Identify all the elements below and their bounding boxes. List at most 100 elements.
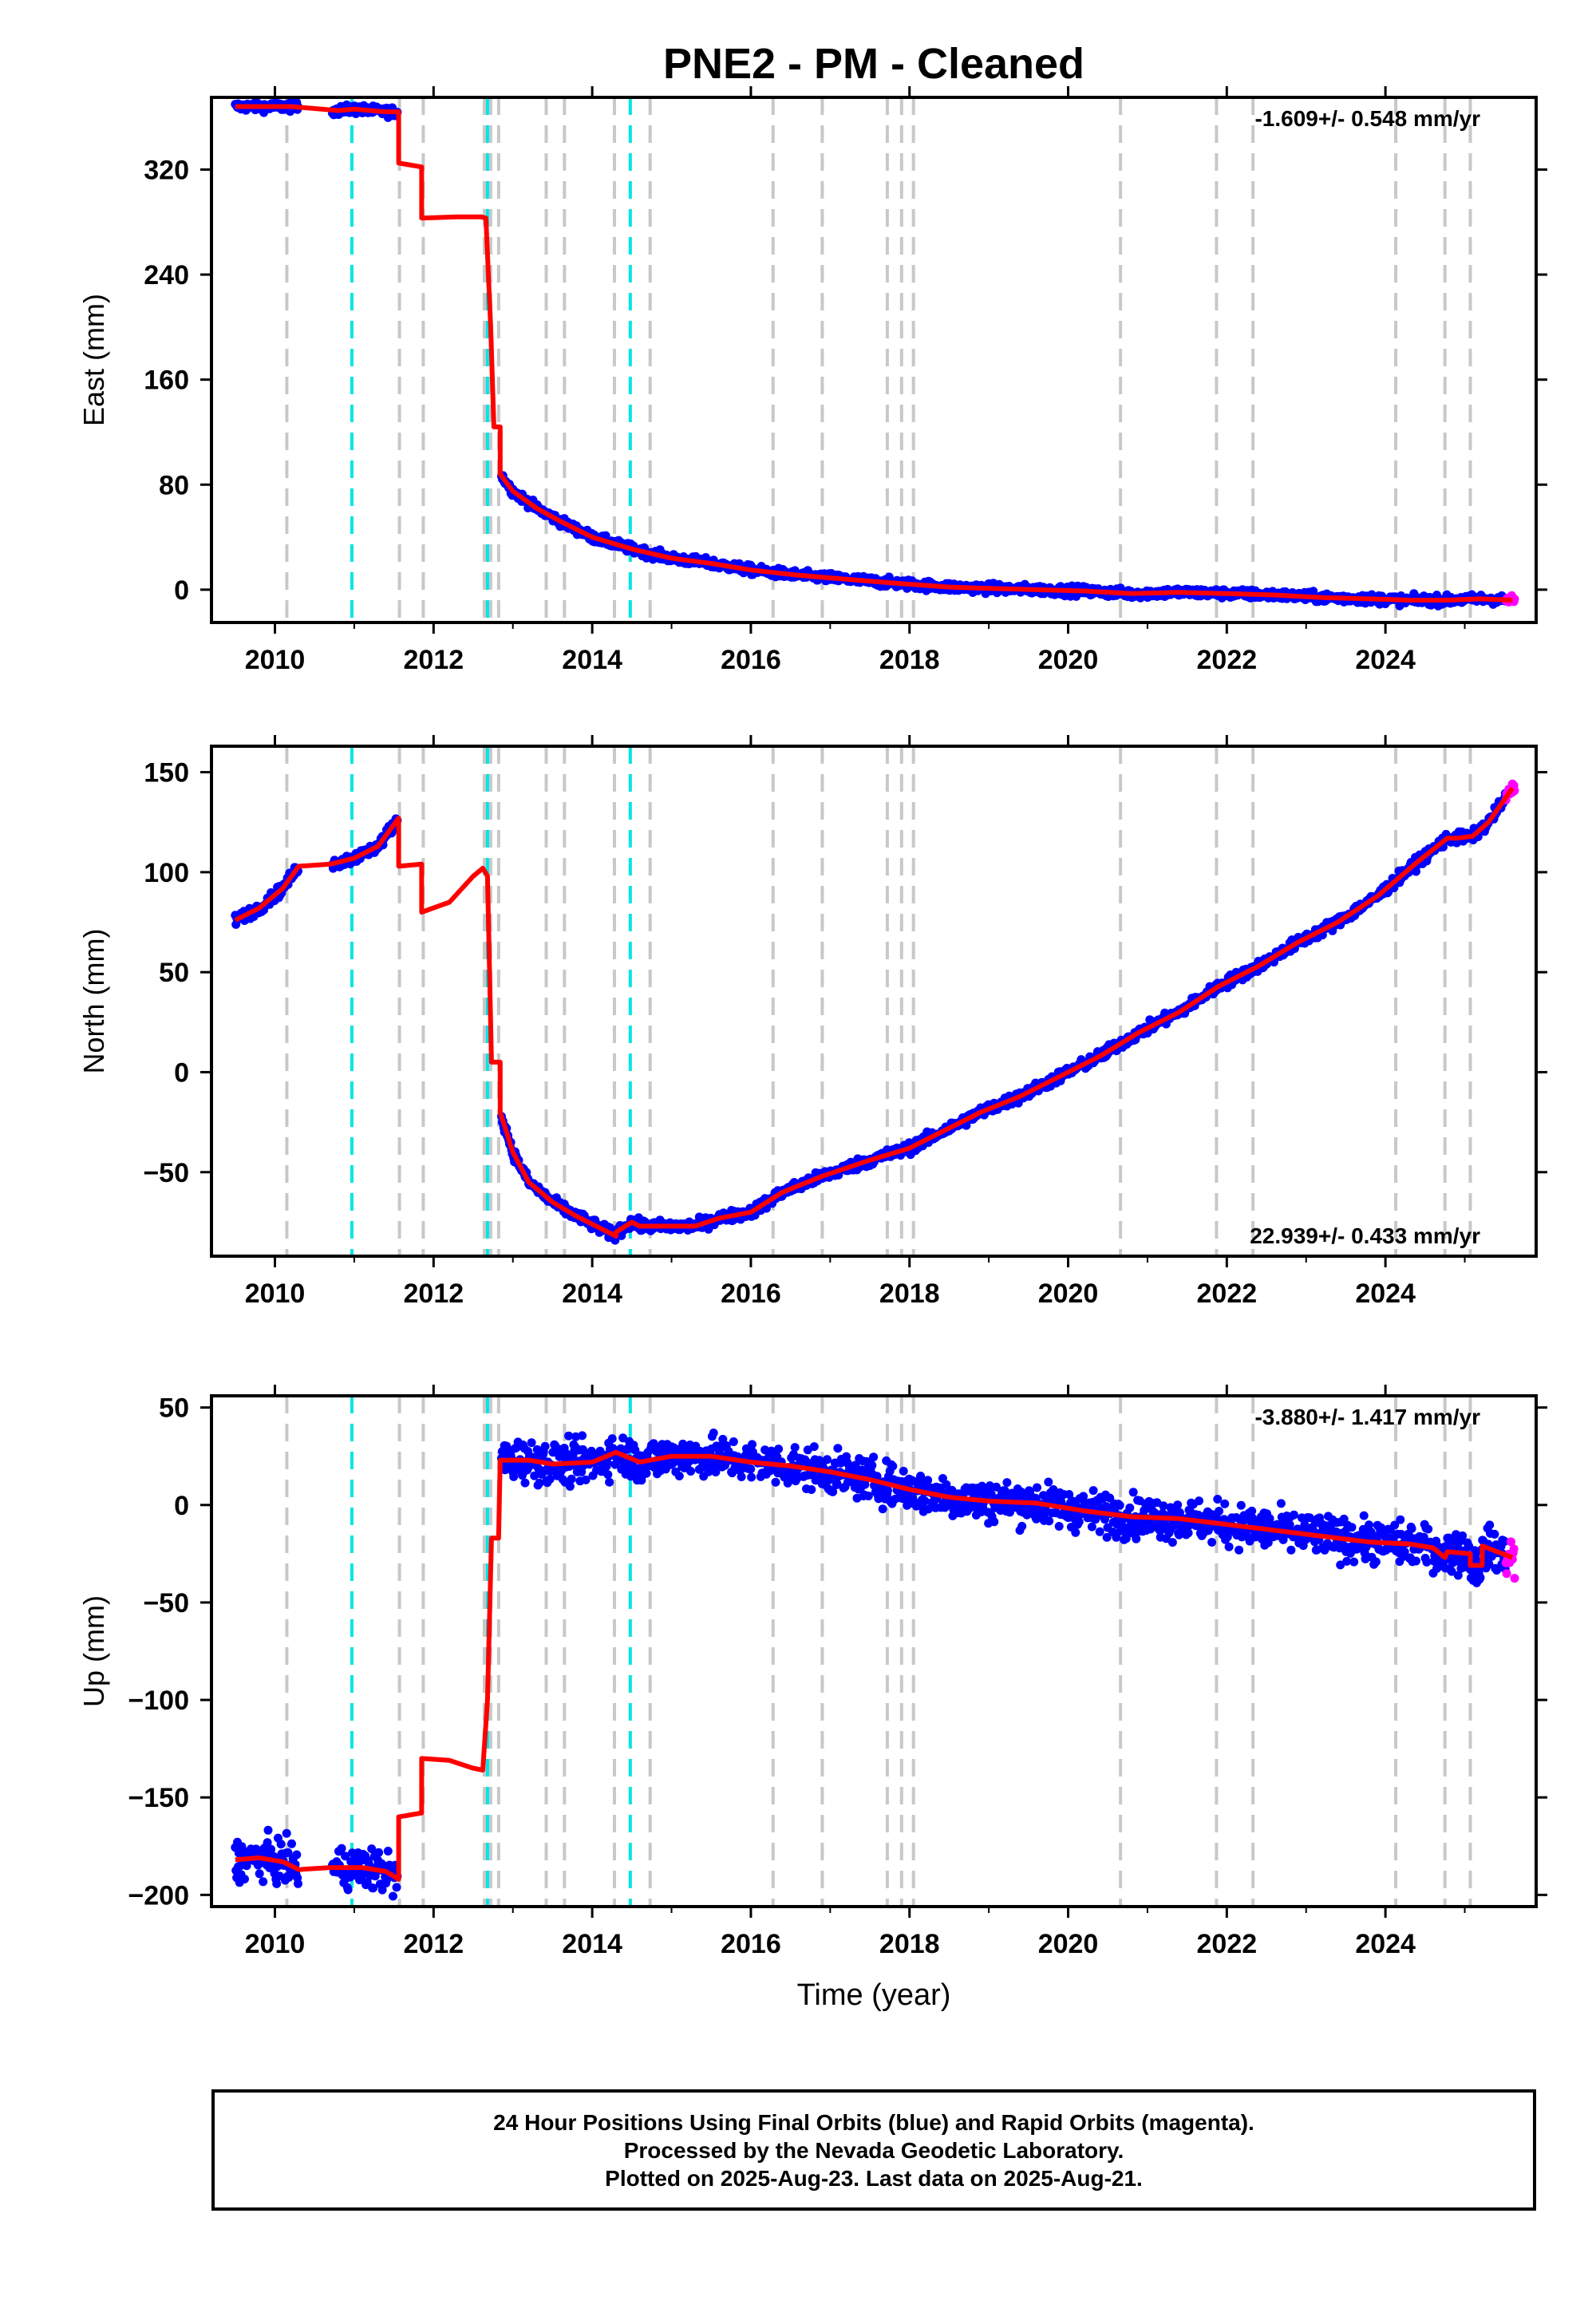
final-orbit-point	[276, 1840, 286, 1849]
final-orbit-point	[1390, 1520, 1400, 1530]
y-axis-label: North (mm)	[77, 929, 110, 1074]
final-orbit-point	[272, 1879, 282, 1888]
final-orbit-point	[923, 1476, 933, 1485]
final-orbit-point	[540, 1441, 550, 1451]
final-orbit-point	[1359, 1511, 1369, 1520]
final-orbit-point	[1100, 1515, 1109, 1524]
final-orbit-point	[1290, 1510, 1298, 1520]
final-orbit-point	[1115, 1500, 1124, 1510]
final-orbit-point	[1079, 1492, 1088, 1501]
final-orbit-point	[1412, 1556, 1420, 1566]
final-orbit-point	[642, 1468, 651, 1478]
final-orbit-point	[1349, 1557, 1359, 1567]
final-orbit-point	[520, 1478, 530, 1488]
final-orbit-point	[1195, 1496, 1203, 1506]
rapid-orbit-point	[1510, 595, 1519, 604]
x-tick-label: 2014	[562, 1929, 622, 1959]
final-orbit-point	[1412, 867, 1420, 876]
final-orbit-point	[709, 1429, 718, 1437]
final-orbit-point	[605, 1477, 614, 1487]
final-orbit-point	[1407, 1524, 1416, 1533]
y-tick-label: 160	[144, 366, 189, 396]
final-orbit-point	[863, 1492, 873, 1500]
final-orbit-point	[1159, 1501, 1168, 1511]
final-orbit-point	[578, 1431, 587, 1441]
y-tick-label: 320	[144, 155, 189, 185]
final-orbit-point	[341, 1852, 350, 1861]
x-tick-label: 2016	[721, 1279, 781, 1309]
final-orbit-point	[992, 1482, 1001, 1492]
final-orbit-point	[527, 1438, 536, 1448]
final-orbit-point	[737, 1472, 746, 1481]
y-tick-label: 50	[159, 958, 189, 988]
final-orbit-point	[263, 1825, 273, 1835]
model-fit-line	[235, 1449, 1514, 1882]
y-tick-label: 100	[144, 858, 189, 888]
final-orbit-point	[1173, 1500, 1183, 1510]
rapid-orbit-point	[1509, 1544, 1519, 1554]
final-orbit-point	[255, 1869, 264, 1879]
x-tick-label: 2022	[1197, 645, 1258, 675]
x-tick-label: 2012	[404, 645, 464, 675]
final-orbit-point	[267, 1844, 276, 1854]
velocity-rate-label: -1.609+/- 0.548 mm/yr	[1254, 106, 1480, 131]
final-orbit-point	[337, 1844, 346, 1853]
final-orbit-point	[809, 1442, 819, 1452]
final-orbit-point	[851, 1460, 860, 1470]
x-tick-label: 2010	[245, 1279, 306, 1309]
final-orbit-point	[686, 1467, 696, 1476]
final-orbit-point	[883, 1486, 892, 1496]
final-orbit-point	[294, 1879, 302, 1888]
final-orbit-point	[1458, 1531, 1468, 1540]
final-orbit-point	[1074, 1517, 1084, 1527]
final-orbit-point	[1336, 1560, 1345, 1570]
final-orbit-point	[1424, 1524, 1433, 1534]
final-orbit-point	[545, 1474, 555, 1484]
final-orbit-point	[618, 1433, 628, 1443]
x-tick-label: 2024	[1355, 1279, 1416, 1309]
final-orbit-point	[535, 1478, 544, 1488]
panel-frame	[210, 1394, 1538, 1908]
final-orbit-point	[1236, 1500, 1246, 1510]
final-orbit-point	[1112, 1532, 1121, 1542]
x-tick-label: 2022	[1197, 1279, 1258, 1309]
final-orbit-point	[1128, 1488, 1138, 1497]
final-orbit-point	[1422, 1557, 1432, 1567]
y-tick-label: 0	[174, 1057, 189, 1088]
final-orbit-point	[1175, 1530, 1183, 1539]
final-orbit-point	[748, 1440, 757, 1449]
final-orbit-point	[1342, 1556, 1352, 1566]
final-orbit-point	[832, 1479, 842, 1488]
final-orbit-point	[1499, 1536, 1509, 1546]
final-orbit-point	[571, 1432, 580, 1441]
rapid-orbit-point	[1507, 1537, 1515, 1547]
x-tick-label: 2018	[879, 645, 940, 675]
final-orbit-point	[1167, 1538, 1177, 1547]
final-orbit-point	[1371, 1557, 1381, 1567]
plot-area	[231, 97, 1519, 622]
final-orbit-point	[807, 1485, 816, 1494]
x-tick-label: 2016	[721, 1929, 781, 1959]
final-orbit-point	[259, 1877, 268, 1887]
model-fit-line	[234, 786, 1515, 1239]
final-orbit-point	[292, 1850, 302, 1860]
final-orbit-point	[867, 1460, 877, 1470]
final-orbit-point	[1285, 1520, 1294, 1529]
final-orbit-point	[343, 1885, 353, 1895]
final-orbit-point	[1215, 1507, 1224, 1516]
final-orbit-point	[367, 1844, 377, 1854]
x-tick-label: 2014	[562, 645, 622, 675]
model-fit-line	[235, 104, 1513, 603]
final-orbit-point	[1485, 1520, 1495, 1530]
final-orbit-point	[1490, 1529, 1499, 1539]
rapid-orbit-point	[1502, 1569, 1511, 1579]
final-orbit-point	[1400, 1547, 1409, 1556]
final-orbit-point	[869, 1452, 879, 1462]
final-orbit-point	[1065, 1490, 1074, 1499]
final-orbit-point	[1207, 1538, 1217, 1547]
final-orbit-point	[602, 1457, 612, 1467]
final-orbit-point	[1002, 1478, 1012, 1488]
final-orbit-point	[282, 1828, 291, 1838]
final-orbit-point	[577, 1467, 587, 1476]
